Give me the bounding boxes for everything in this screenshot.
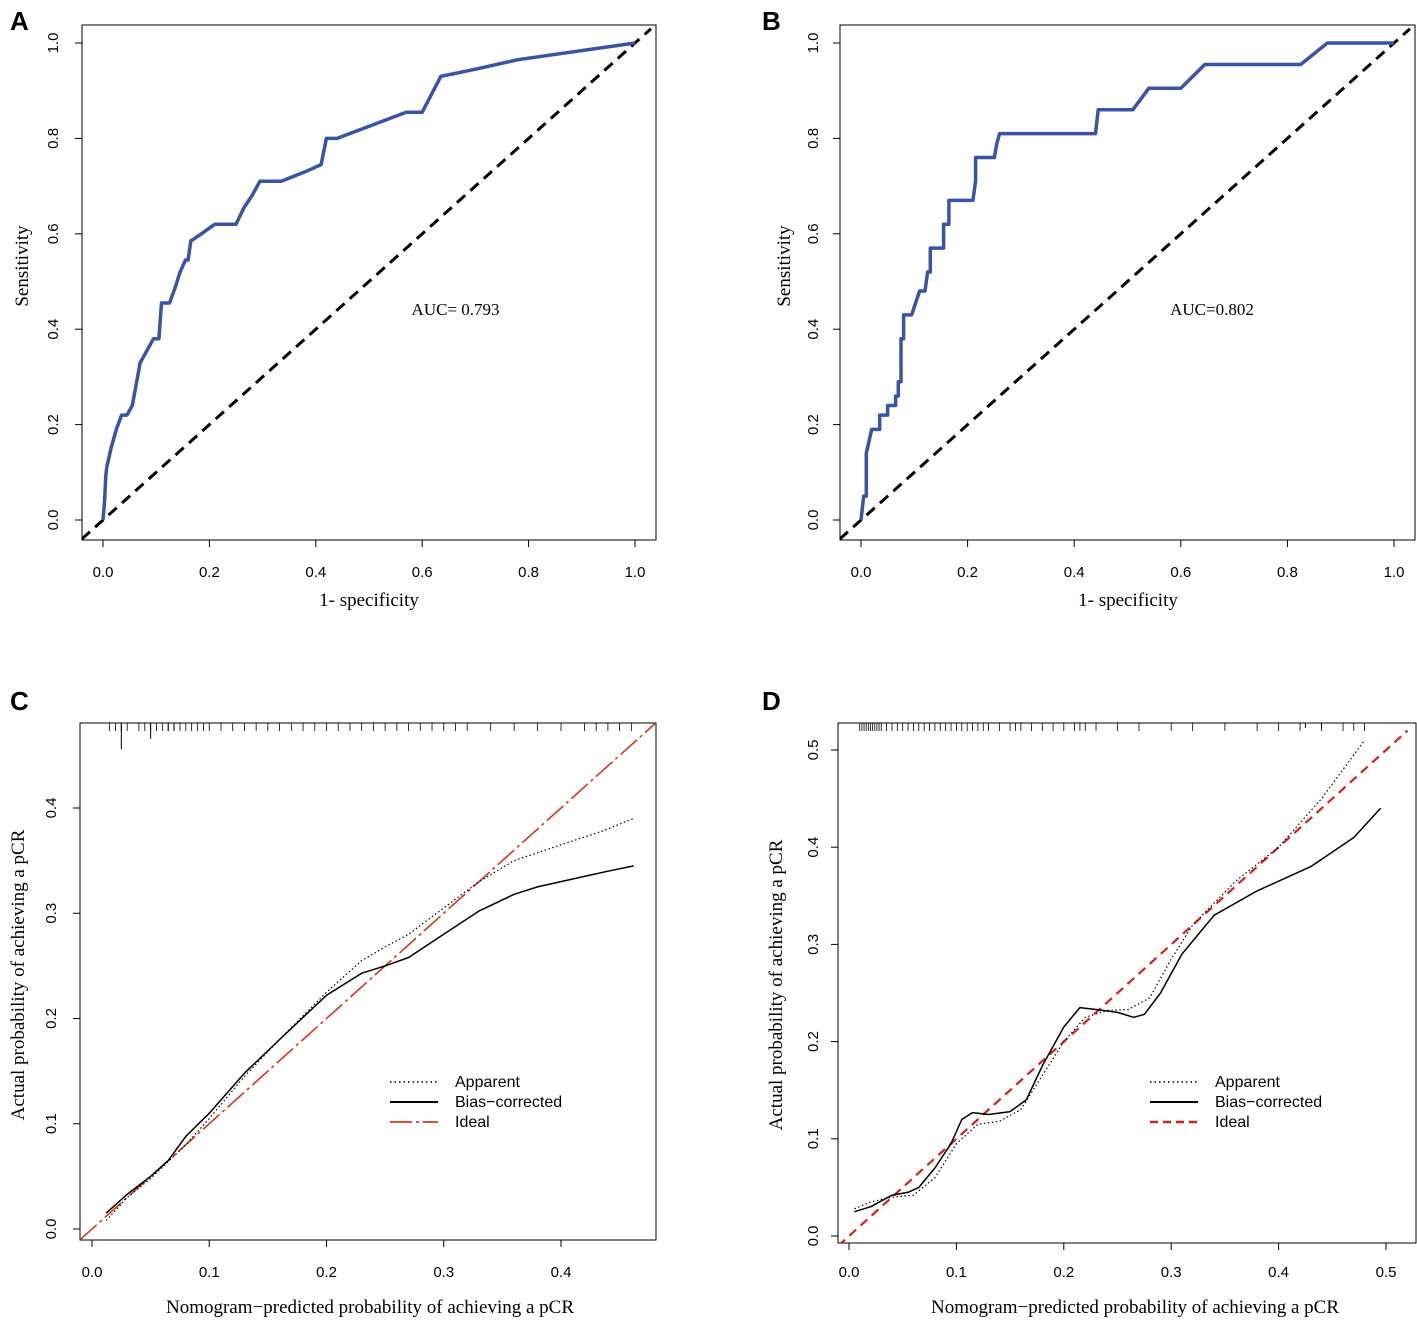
panel-d-y-axis-title: Actual probability of achieving a pCR	[766, 839, 787, 1130]
panel-c-y-tick-label: 0.1	[43, 1113, 60, 1134]
panel-c-letter: C	[10, 686, 29, 716]
panel-a-plot-frame	[81, 24, 657, 541]
panel-a-y-tick-label: 0.6	[45, 223, 62, 244]
panel-d-legend-label: Bias−corrected	[1215, 1094, 1322, 1111]
panel-c-y-tick-label: 0.0	[43, 1219, 60, 1240]
panel-b-auc-annotation: AUC=0.802	[1170, 300, 1254, 319]
panel-d-y-tick-label: 0.4	[805, 837, 822, 858]
panel-d-ideal-line	[839, 729, 1409, 1243]
panel-c-y-tick-label: 0.4	[43, 798, 60, 819]
panel-b-y-tick-label: 0.6	[805, 223, 822, 244]
panel-b-reference-diagonal	[840, 27, 1412, 540]
panel-b-x-tick-label: 0.2	[957, 564, 978, 581]
panel-a-reference-diagonal	[82, 27, 653, 540]
panel-d-x-tick-label: 0.1	[946, 1264, 967, 1281]
panel-c-y-tick-label: 0.2	[43, 1008, 60, 1029]
panel-d-x-tick-label: 0.0	[839, 1264, 860, 1281]
panel-c-bias-corrected-curve	[105, 865, 634, 1214]
panel-a-letter: A	[10, 6, 29, 36]
panel-b-y-tick-label: 0.4	[805, 319, 822, 340]
panel-a-auc-annotation: AUC= 0.793	[412, 300, 500, 319]
panel-d-legend-label: Ideal	[1215, 1114, 1250, 1131]
panel-a-x-tick-label: 0.8	[518, 564, 539, 581]
panel-c-x-tick-label: 0.2	[316, 1264, 337, 1281]
panel-b-x-tick-label: 0.6	[1170, 564, 1191, 581]
panel-c-y-axis-title: Actual probability of achieving a pCR	[8, 829, 29, 1120]
panel-b-letter: B	[762, 6, 781, 36]
panel-d: D 0.0 0.1 0.2 0.3 0.4 0.5 0.0 0.1 0.2 0.3 0.4 0.5 A…	[762, 686, 1417, 1318]
panel-c-x-tick-label: 0.3	[433, 1264, 454, 1281]
panel-d-x-tick-label: 0.2	[1053, 1264, 1074, 1281]
panel-b-y-tick-label: 0.8	[805, 128, 822, 149]
panel-a-y-tick-label: 0.4	[45, 319, 62, 340]
panel-c-rug	[109, 723, 632, 750]
panel-c-x-tick-label: 0.0	[82, 1264, 103, 1281]
panel-b-ticks: 0.0 0.2 0.4 0.6 0.8 1.0 0.0 0.2 0.4 0.6 0.8 1.0	[805, 33, 1404, 581]
panel-d-ticks: 0.0 0.1 0.2 0.3 0.4 0.5 0.0 0.1 0.2 0.3 0.4 0.5	[805, 740, 1396, 1281]
panel-b: B 0.0 0.2 0.4 0.6 0.8 1.0 0.0 0.2 0.4 0.6 0.8 1.0 1…	[762, 6, 1416, 611]
panel-b-y-tick-label: 0.2	[805, 414, 822, 435]
panel-d-plot-frame	[837, 722, 1417, 1244]
panel-d-y-tick-label: 0.0	[805, 1226, 822, 1247]
panel-c-x-tick-label: 0.1	[199, 1264, 220, 1281]
panel-c-legend-label: Ideal	[455, 1114, 490, 1131]
panel-b-y-axis-title: Sensitivity	[774, 225, 795, 307]
panel-d-x-axis-title: Nomogram−predicted probability of achiev…	[931, 1297, 1339, 1318]
panel-a-x-tick-label: 1.0	[625, 564, 646, 581]
panel-a-y-tick-label: 1.0	[45, 33, 62, 54]
panel-d-bias-corrected-curve	[854, 807, 1382, 1213]
panel-b-y-tick-label: 0.0	[805, 510, 822, 531]
panel-c-plot-frame	[79, 722, 657, 1241]
panel-a-y-tick-label: 0.0	[45, 510, 62, 531]
panel-a-y-tick-label: 0.2	[45, 414, 62, 435]
panel-c: C 0.0 0.1 0.2 0.3 0.4 0.0 0.1 0.2 0.3 0.4 Apparen…	[8, 686, 657, 1318]
panel-d-y-tick-label: 0.2	[805, 1031, 822, 1052]
panel-c-legend: Apparent Bias−corrected Ideal	[390, 1074, 562, 1131]
panel-c-y-tick-label: 0.3	[43, 903, 60, 924]
panel-b-plot-area	[840, 27, 1412, 540]
panel-b-y-tick-label: 1.0	[805, 33, 822, 54]
panel-d-apparent-curve	[854, 739, 1365, 1210]
panel-b-x-tick-label: 0.4	[1064, 564, 1085, 581]
panel-d-rug	[859, 723, 1365, 731]
panel-a-roc-curve	[101, 41, 636, 521]
panel-c-x-tick-label: 0.4	[551, 1264, 572, 1281]
panel-d-legend-label: Apparent	[1215, 1074, 1280, 1091]
panel-d-y-tick-label: 0.3	[805, 934, 822, 955]
panel-a-plot-area	[82, 27, 653, 540]
panel-d-y-tick-label: 0.1	[805, 1128, 822, 1149]
panel-c-plot-area	[80, 723, 656, 1240]
panel-b-x-tick-label: 0.8	[1277, 564, 1298, 581]
panel-c-apparent-curve	[105, 817, 634, 1222]
panel-b-roc-curve	[859, 41, 1394, 521]
panel-a-y-tick-label: 0.8	[45, 128, 62, 149]
panel-a-x-tick-label: 0.2	[199, 564, 220, 581]
panel-b-x-tick-label: 1.0	[1384, 564, 1405, 581]
panel-a-x-tick-label: 0.6	[412, 564, 433, 581]
panel-d-y-tick-label: 0.5	[805, 740, 822, 761]
panel-a: A 0.0 0.2 0.4 0.6 0.8 1.0 0.0 0.2 0.4 0.6 0.8 1.0 1…	[10, 6, 657, 611]
panel-c-legend-label: Apparent	[455, 1074, 520, 1091]
panel-a-x-axis-title: 1- specificity	[319, 590, 419, 611]
panel-b-x-axis-title: 1- specificity	[1078, 590, 1178, 611]
panel-a-ticks: 0.0 0.2 0.4 0.6 0.8 1.0 0.0 0.2 0.4 0.6 0.8 1.0	[45, 33, 645, 581]
panel-d-x-tick-label: 0.4	[1268, 1264, 1289, 1281]
panel-a-x-tick-label: 0.4	[305, 564, 326, 581]
panel-c-legend-label: Bias−corrected	[455, 1094, 562, 1111]
panel-c-ideal-line	[80, 723, 656, 1240]
panel-c-ticks: 0.0 0.1 0.2 0.3 0.4 0.0 0.1 0.2 0.3 0.4	[43, 798, 571, 1281]
panel-b-plot-frame	[839, 24, 1416, 541]
panel-d-x-tick-label: 0.3	[1161, 1264, 1182, 1281]
panel-d-plot-area	[839, 723, 1409, 1243]
panel-c-x-axis-title: Nomogram−predicted probability of achiev…	[166, 1297, 574, 1318]
panel-d-letter: D	[762, 686, 781, 716]
panel-d-legend: Apparent Bias−corrected Ideal	[1150, 1074, 1322, 1131]
panel-d-x-tick-label: 0.5	[1376, 1264, 1397, 1281]
panel-a-x-tick-label: 0.0	[93, 564, 114, 581]
panel-a-y-axis-title: Sensitivity	[12, 225, 33, 307]
panel-b-x-tick-label: 0.0	[851, 564, 872, 581]
